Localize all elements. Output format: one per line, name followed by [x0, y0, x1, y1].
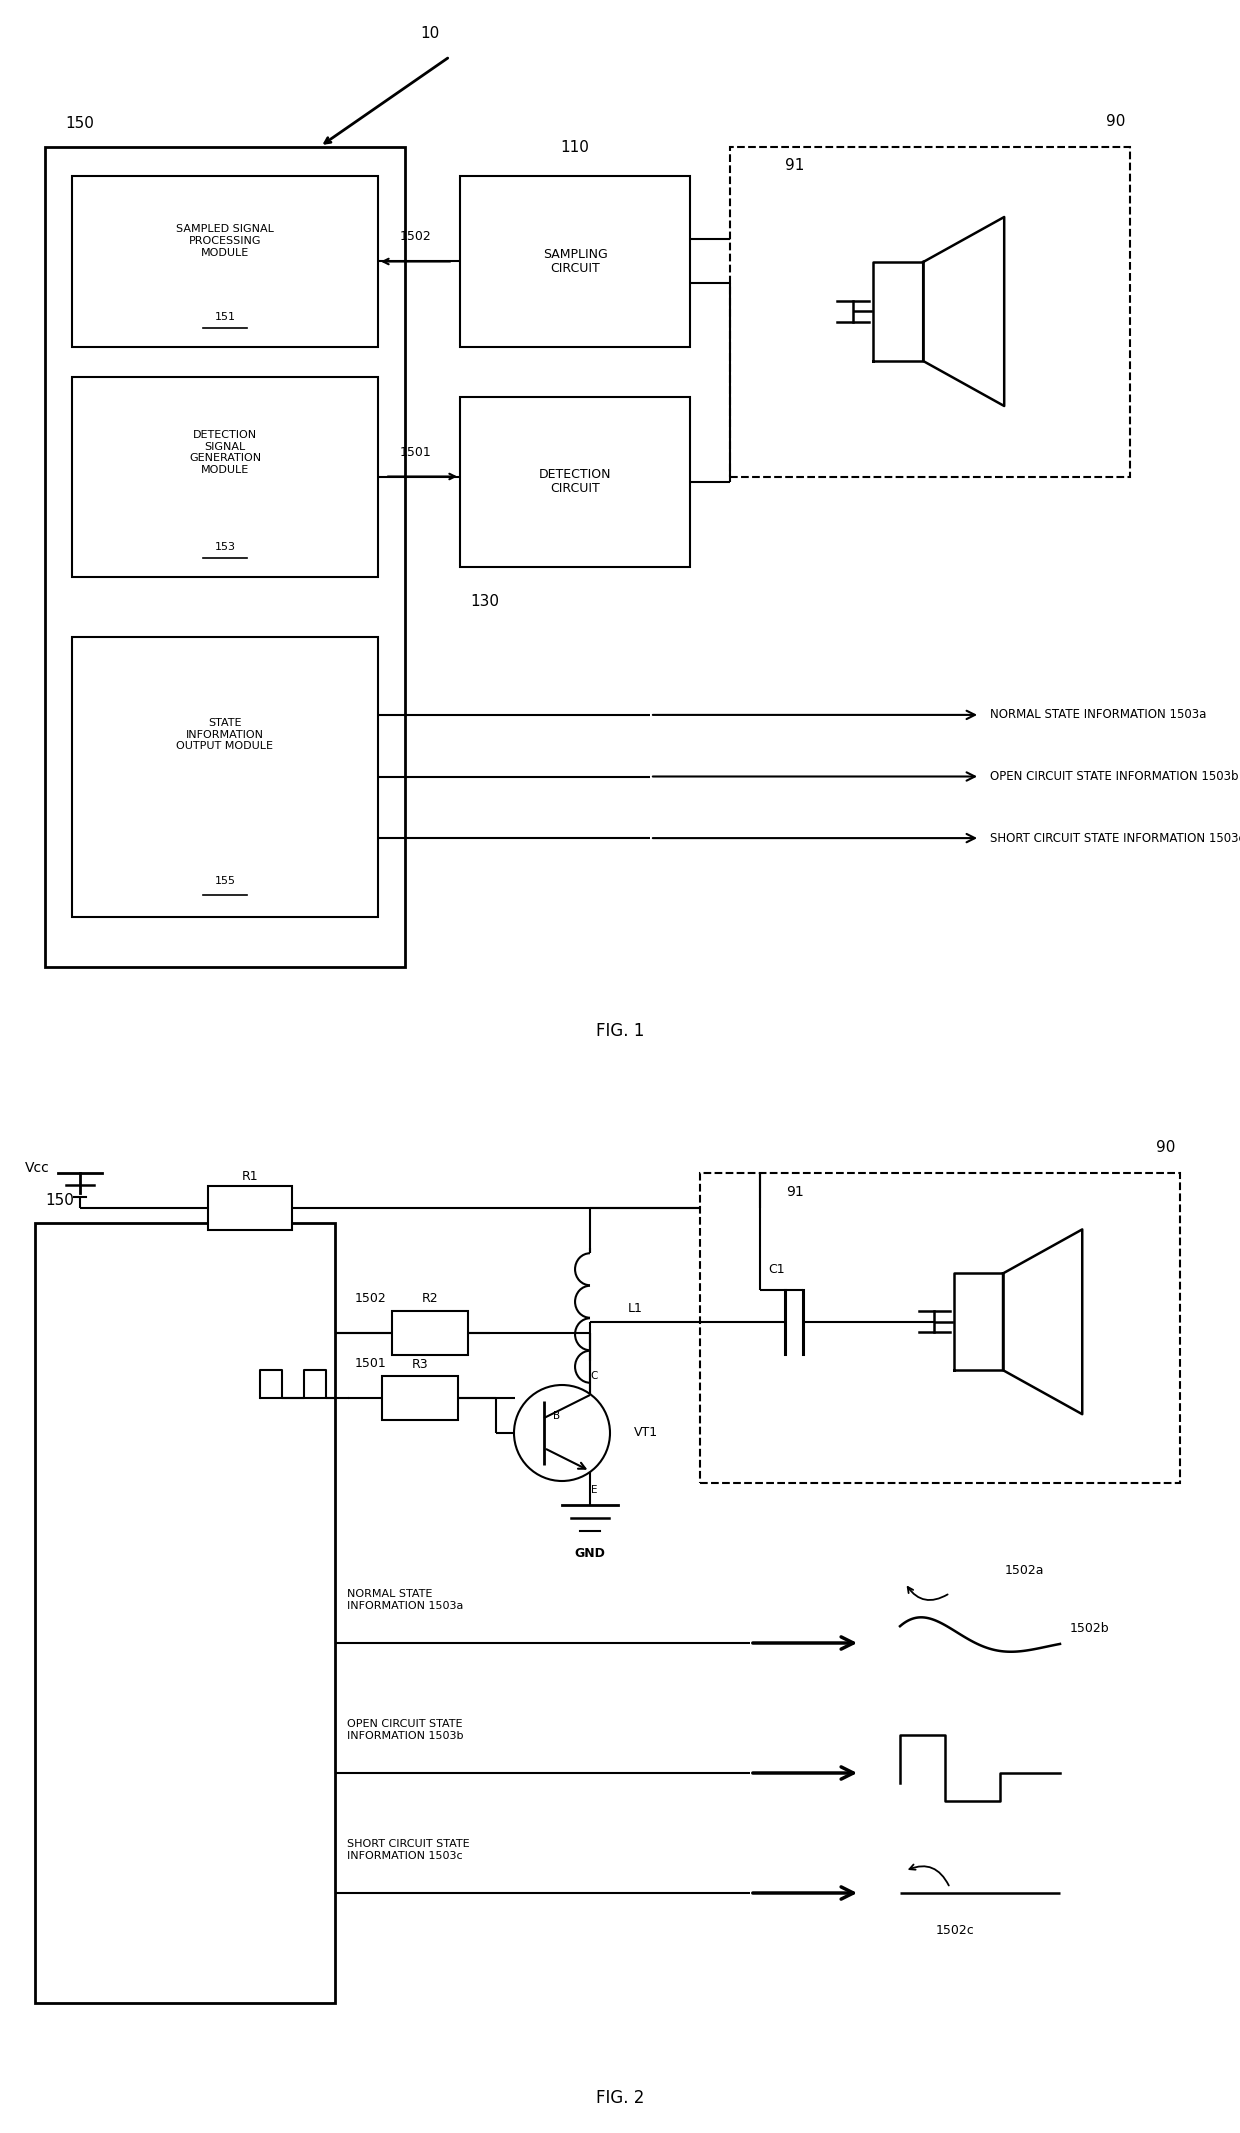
Text: 155: 155 — [215, 877, 236, 887]
Text: R2: R2 — [422, 1293, 438, 1305]
Text: 1502b: 1502b — [1070, 1621, 1110, 1634]
Text: VT1: VT1 — [634, 1427, 658, 1440]
Polygon shape — [954, 1273, 1003, 1369]
Text: Vcc: Vcc — [25, 1160, 50, 1175]
Text: B: B — [553, 1412, 560, 1421]
Polygon shape — [1003, 1229, 1083, 1414]
Text: OPEN CIRCUIT STATE INFORMATION 1503b: OPEN CIRCUIT STATE INFORMATION 1503b — [990, 770, 1239, 783]
Bar — [701, 1173, 1180, 1482]
Text: FIG. 2: FIG. 2 — [595, 2088, 645, 2107]
Text: NORMAL STATE
INFORMATION 1503a: NORMAL STATE INFORMATION 1503a — [347, 1589, 464, 1610]
Bar — [382, 1376, 458, 1421]
Bar — [208, 1186, 291, 1231]
Text: NORMAL STATE INFORMATION 1503a: NORMAL STATE INFORMATION 1503a — [990, 708, 1207, 721]
Text: GND: GND — [574, 1546, 605, 1559]
Polygon shape — [873, 262, 924, 360]
Text: 1502c: 1502c — [936, 1924, 975, 1937]
Text: SHORT CIRCUIT STATE
INFORMATION 1503c: SHORT CIRCUIT STATE INFORMATION 1503c — [347, 1839, 470, 1860]
Bar — [72, 177, 378, 346]
Text: 150: 150 — [45, 1192, 74, 1207]
Bar — [35, 1222, 335, 2003]
Text: 151: 151 — [215, 311, 236, 322]
Text: C: C — [590, 1372, 598, 1380]
Text: L1: L1 — [627, 1301, 642, 1314]
Bar — [730, 147, 1130, 476]
Text: 150: 150 — [64, 117, 94, 132]
Bar — [72, 378, 378, 576]
Text: 91: 91 — [785, 158, 805, 173]
Text: 90: 90 — [1106, 113, 1125, 128]
Text: E: E — [590, 1485, 598, 1495]
Text: SAMPLING
CIRCUIT: SAMPLING CIRCUIT — [543, 247, 608, 275]
Text: FIG. 1: FIG. 1 — [595, 1022, 645, 1041]
Bar — [460, 397, 689, 567]
Text: 1501: 1501 — [355, 1357, 387, 1369]
Text: 10: 10 — [420, 26, 440, 41]
Polygon shape — [924, 218, 1004, 405]
Bar — [460, 177, 689, 346]
Text: STATE
INFORMATION
OUTPUT MODULE: STATE INFORMATION OUTPUT MODULE — [176, 719, 274, 751]
Text: 130: 130 — [470, 595, 498, 610]
Text: OPEN CIRCUIT STATE
INFORMATION 1503b: OPEN CIRCUIT STATE INFORMATION 1503b — [347, 1719, 464, 1741]
Text: 1502: 1502 — [401, 230, 432, 243]
Text: R3: R3 — [412, 1357, 428, 1372]
Text: 1502: 1502 — [355, 1293, 387, 1305]
Text: DETECTION
SIGNAL
GENERATION
MODULE: DETECTION SIGNAL GENERATION MODULE — [188, 431, 262, 476]
Text: 1502a: 1502a — [1004, 1563, 1044, 1578]
Text: 90: 90 — [1156, 1139, 1176, 1154]
Bar — [45, 147, 405, 966]
Bar — [392, 1312, 467, 1354]
Text: DETECTION
CIRCUIT: DETECTION CIRCUIT — [538, 467, 611, 495]
Text: C1: C1 — [769, 1263, 785, 1276]
Bar — [72, 636, 378, 917]
Circle shape — [515, 1384, 610, 1480]
Text: 110: 110 — [560, 139, 589, 154]
Text: 153: 153 — [215, 542, 236, 552]
Text: SHORT CIRCUIT STATE INFORMATION 1503c: SHORT CIRCUIT STATE INFORMATION 1503c — [990, 832, 1240, 845]
Text: 91: 91 — [786, 1186, 804, 1199]
Text: SAMPLED SIGNAL
PROCESSING
MODULE: SAMPLED SIGNAL PROCESSING MODULE — [176, 224, 274, 258]
Text: 1501: 1501 — [401, 446, 432, 459]
Text: R1: R1 — [242, 1169, 258, 1182]
